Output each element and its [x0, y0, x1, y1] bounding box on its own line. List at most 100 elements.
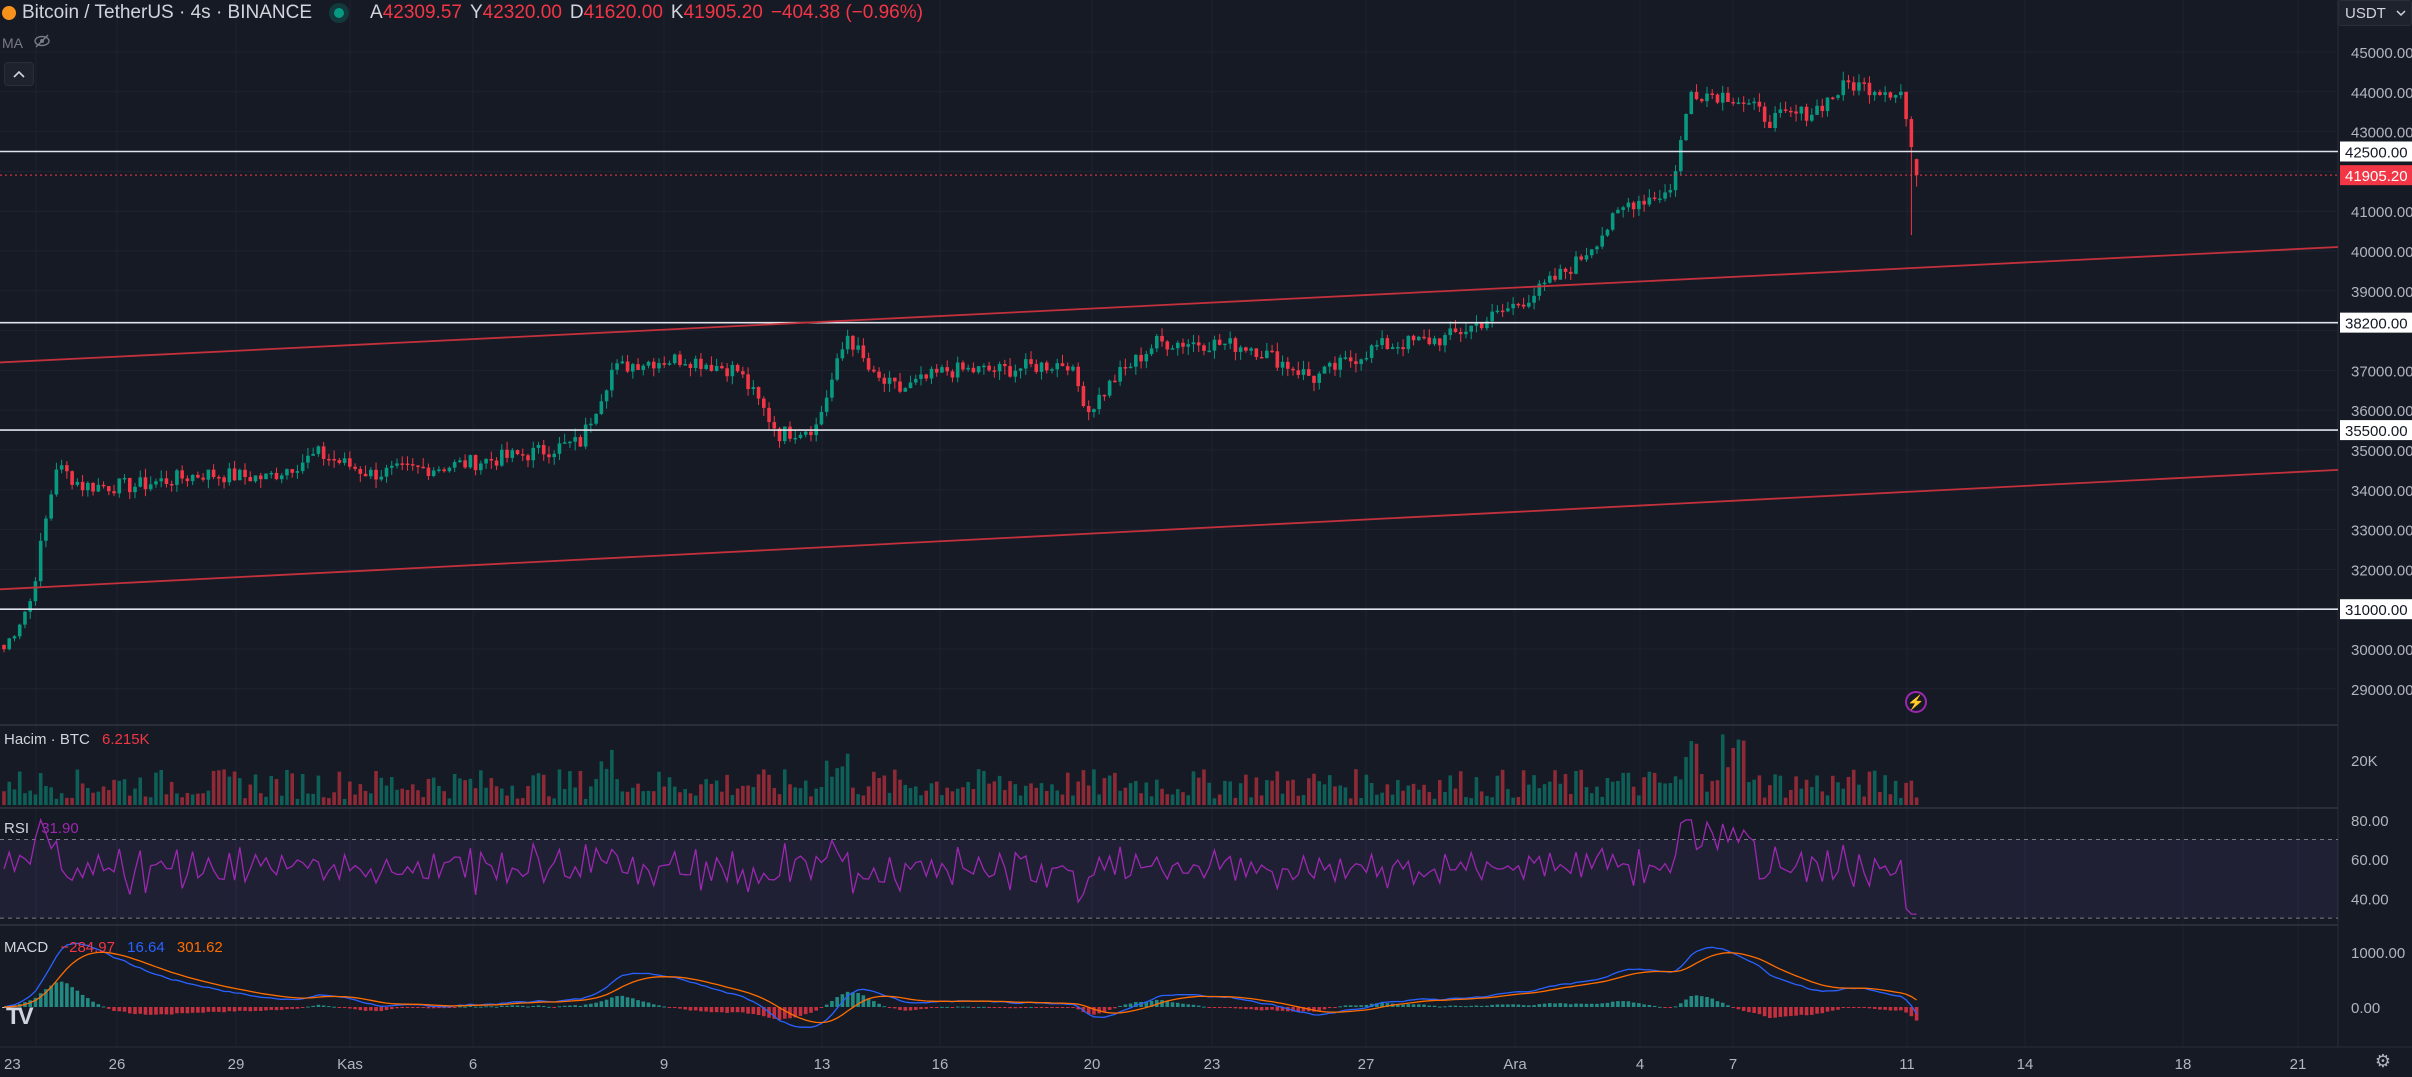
volume-bar — [840, 766, 845, 805]
volume-bar — [625, 791, 630, 805]
volume-bar — [1715, 780, 1720, 805]
candle-body — [348, 458, 352, 467]
volume-bar — [1055, 790, 1060, 805]
volume-bar — [599, 761, 604, 805]
volume-bar — [306, 793, 310, 805]
macd-histogram-bar — [893, 1007, 897, 1009]
candle-body — [1778, 109, 1783, 113]
macd-histogram-bar — [1506, 1004, 1510, 1007]
volume-bar — [127, 795, 132, 805]
macd-histogram-bar — [1757, 1007, 1762, 1015]
volume-bar — [96, 791, 101, 805]
macd-histogram-bar — [279, 1007, 284, 1010]
volume-bar — [1343, 787, 1348, 805]
volume-bar — [17, 771, 22, 805]
macd-histogram-bar — [1841, 1007, 1846, 1008]
macd-histogram-bar — [473, 1006, 478, 1008]
macd-histogram-bar — [264, 1007, 268, 1011]
ma-indicator-row[interactable]: MA — [2, 34, 51, 51]
macd-histogram-bar — [1741, 1007, 1746, 1011]
candle-body — [1762, 106, 1767, 122]
macd-histogram-bar — [1563, 1003, 1568, 1007]
macd-histogram-bar — [1909, 1007, 1914, 1017]
price-tick-label: 45000.00 — [2351, 45, 2412, 62]
macd-legend[interactable]: MACD −284.97 16.64 301.62 — [4, 939, 223, 956]
macd-histogram-bar — [526, 1006, 530, 1008]
candle-body — [1899, 91, 1903, 96]
volume-bar — [1322, 784, 1327, 805]
macd-histogram-bar — [1333, 1007, 1337, 1008]
tradingview-logo[interactable]: TV — [6, 1003, 34, 1030]
macd-histogram-bar — [442, 1007, 446, 1009]
candle-body — [982, 365, 986, 368]
change-value: −404.38 (−0.96%) — [770, 2, 923, 23]
macd-histogram-bar — [248, 1007, 253, 1012]
volume-bar — [1720, 734, 1725, 805]
volume-bar — [1899, 797, 1903, 805]
eye-off-icon[interactable] — [33, 34, 51, 51]
candle-body — [1673, 171, 1678, 191]
volume-bar — [809, 796, 813, 805]
macd-histogram-bar — [468, 1005, 473, 1007]
currency-selector[interactable]: USDT — [2338, 0, 2412, 26]
candle-body — [1411, 335, 1416, 341]
macd-histogram-bar — [232, 1007, 237, 1012]
candle-body — [1212, 339, 1217, 351]
macd-histogram-bar — [1705, 996, 1709, 1007]
candle-body — [725, 368, 729, 377]
candle-body — [594, 413, 598, 424]
macd-histogram-bar — [751, 1007, 756, 1015]
candle-body — [1249, 348, 1253, 351]
macd-histogram-bar — [1899, 1007, 1903, 1011]
candle-body — [405, 463, 410, 466]
candle-body — [568, 441, 572, 444]
candle-body — [1348, 357, 1353, 362]
candle-body — [1432, 338, 1437, 345]
volume-bar — [107, 790, 111, 805]
candle-body — [1747, 103, 1751, 105]
price-tick-label: 40000.00 — [2351, 244, 2412, 261]
macd-histogram-bar — [1568, 1004, 1573, 1007]
time-tick-label: 16 — [932, 1056, 949, 1073]
macd-histogram-bar — [1532, 1005, 1536, 1007]
candle-body — [1338, 357, 1342, 370]
symbol-title[interactable]: Bitcoin / TetherUS · 4s · BINANCE — [22, 2, 313, 23]
volume-bar — [950, 791, 955, 805]
candle-body — [1914, 159, 1919, 176]
volume-legend[interactable]: Hacim · BTC 6.215K — [4, 731, 150, 748]
macd-histogram-bar — [1652, 1005, 1657, 1007]
chevron-up-icon[interactable] — [4, 62, 34, 86]
volume-bar — [1196, 777, 1201, 805]
candle-body — [1060, 363, 1065, 367]
volume-bar — [232, 771, 237, 805]
candle-body — [1830, 97, 1835, 100]
macd-histogram-bar — [1065, 1007, 1070, 1008]
bolt-icon[interactable]: ⚡ — [1905, 691, 1927, 713]
volume-bar — [133, 788, 137, 805]
volume-bar — [1516, 797, 1521, 805]
macd-histogram-bar — [484, 1006, 488, 1008]
candle-body — [824, 397, 829, 412]
candle-body — [86, 482, 90, 491]
macd-histogram-bar — [1731, 1007, 1735, 1008]
volume-bar — [463, 780, 467, 805]
candle-body — [133, 486, 137, 493]
volume-bar — [159, 769, 163, 805]
volume-bar — [814, 788, 818, 805]
volume-bar — [1228, 781, 1232, 805]
candle-body — [615, 363, 619, 370]
rsi-legend[interactable]: RSI 31.90 — [4, 820, 79, 837]
macd-histogram-bar — [1044, 1007, 1049, 1008]
volume-bar — [1810, 787, 1814, 805]
macd-histogram-bar — [950, 1007, 955, 1008]
candle-body — [190, 474, 195, 482]
volume-bar — [1013, 784, 1018, 805]
gear-icon[interactable]: ⚙ — [2374, 1050, 2392, 1071]
macd-histogram-bar — [1783, 1007, 1788, 1017]
candle-body — [961, 362, 965, 370]
macd-histogram-bar — [1312, 1007, 1316, 1012]
volume-bar — [49, 787, 53, 805]
candle-body — [1799, 106, 1804, 114]
macd-histogram-bar — [762, 1007, 766, 1017]
